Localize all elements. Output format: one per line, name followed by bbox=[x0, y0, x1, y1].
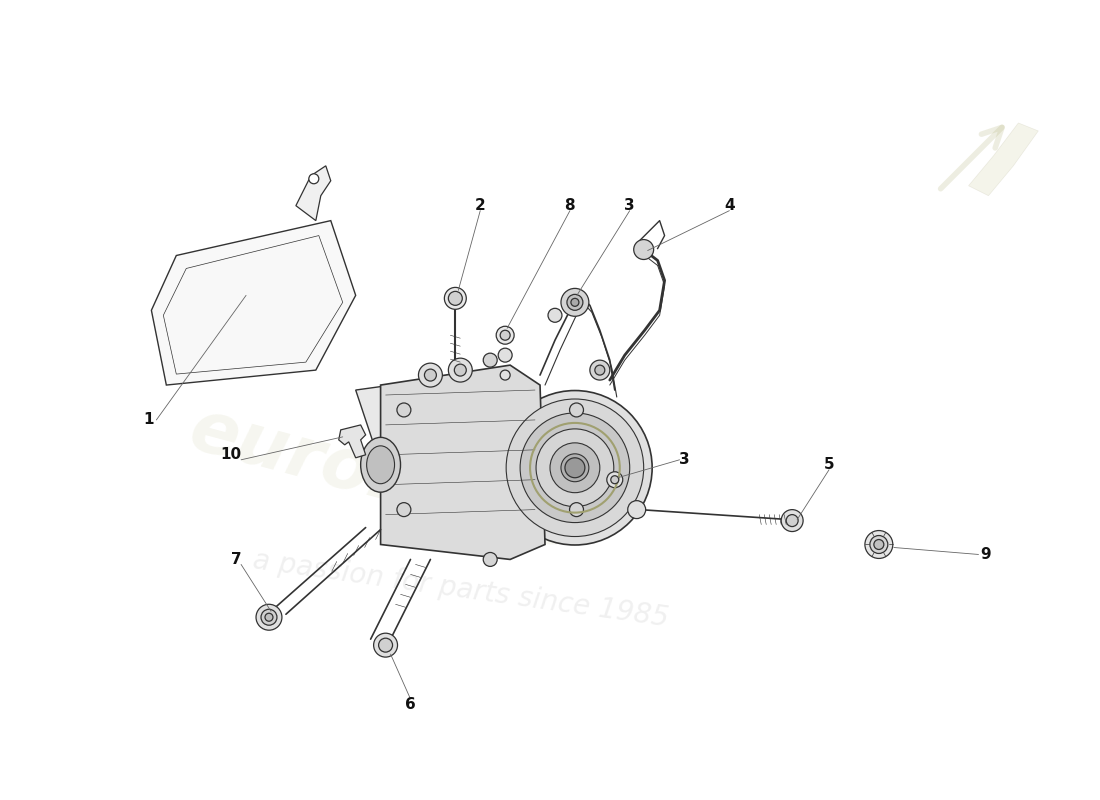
Circle shape bbox=[309, 174, 319, 184]
Circle shape bbox=[610, 476, 619, 484]
Circle shape bbox=[781, 510, 803, 531]
Circle shape bbox=[786, 514, 799, 526]
Text: 3: 3 bbox=[625, 198, 635, 213]
Circle shape bbox=[397, 502, 411, 517]
Circle shape bbox=[873, 539, 883, 550]
FancyArrowPatch shape bbox=[940, 127, 1002, 189]
Text: 4: 4 bbox=[724, 198, 735, 213]
Text: 9: 9 bbox=[980, 547, 991, 562]
Circle shape bbox=[628, 501, 646, 518]
Text: 10: 10 bbox=[220, 447, 242, 462]
Circle shape bbox=[256, 604, 282, 630]
Polygon shape bbox=[296, 166, 331, 221]
Circle shape bbox=[590, 360, 609, 380]
Circle shape bbox=[261, 610, 277, 626]
Circle shape bbox=[496, 326, 514, 344]
Circle shape bbox=[483, 353, 497, 367]
Text: 6: 6 bbox=[405, 698, 416, 713]
Text: euroParts: euroParts bbox=[182, 395, 582, 564]
Polygon shape bbox=[355, 370, 520, 450]
Circle shape bbox=[607, 472, 623, 488]
Circle shape bbox=[498, 348, 513, 362]
Circle shape bbox=[548, 308, 562, 322]
Ellipse shape bbox=[497, 390, 652, 545]
Circle shape bbox=[418, 363, 442, 387]
Polygon shape bbox=[381, 365, 544, 559]
Ellipse shape bbox=[561, 454, 588, 482]
Text: 1: 1 bbox=[143, 413, 154, 427]
Circle shape bbox=[865, 530, 893, 558]
Circle shape bbox=[566, 294, 583, 310]
Text: 5: 5 bbox=[824, 458, 834, 472]
Ellipse shape bbox=[361, 438, 400, 492]
Polygon shape bbox=[968, 123, 1038, 196]
Circle shape bbox=[449, 358, 472, 382]
Circle shape bbox=[449, 291, 462, 306]
Circle shape bbox=[565, 458, 585, 478]
Circle shape bbox=[500, 370, 510, 380]
Circle shape bbox=[265, 614, 273, 622]
Text: a passion for parts since 1985: a passion for parts since 1985 bbox=[251, 546, 671, 633]
Circle shape bbox=[571, 298, 579, 306]
Circle shape bbox=[374, 633, 397, 657]
Circle shape bbox=[634, 239, 653, 259]
Polygon shape bbox=[152, 221, 355, 385]
Circle shape bbox=[444, 287, 466, 310]
Text: 8: 8 bbox=[564, 198, 575, 213]
Circle shape bbox=[397, 403, 411, 417]
Circle shape bbox=[454, 364, 466, 376]
Circle shape bbox=[561, 288, 588, 316]
Text: 7: 7 bbox=[231, 552, 241, 567]
Ellipse shape bbox=[550, 443, 600, 493]
Circle shape bbox=[425, 369, 437, 381]
Text: 2: 2 bbox=[475, 198, 485, 213]
Circle shape bbox=[570, 502, 583, 517]
Circle shape bbox=[500, 330, 510, 340]
Polygon shape bbox=[339, 425, 365, 458]
Circle shape bbox=[595, 365, 605, 375]
Ellipse shape bbox=[506, 399, 644, 537]
Circle shape bbox=[570, 403, 583, 417]
Circle shape bbox=[483, 553, 497, 566]
Ellipse shape bbox=[366, 446, 395, 484]
Ellipse shape bbox=[520, 413, 629, 522]
Ellipse shape bbox=[536, 429, 614, 506]
Circle shape bbox=[870, 535, 888, 554]
Text: 3: 3 bbox=[679, 452, 690, 467]
Circle shape bbox=[378, 638, 393, 652]
